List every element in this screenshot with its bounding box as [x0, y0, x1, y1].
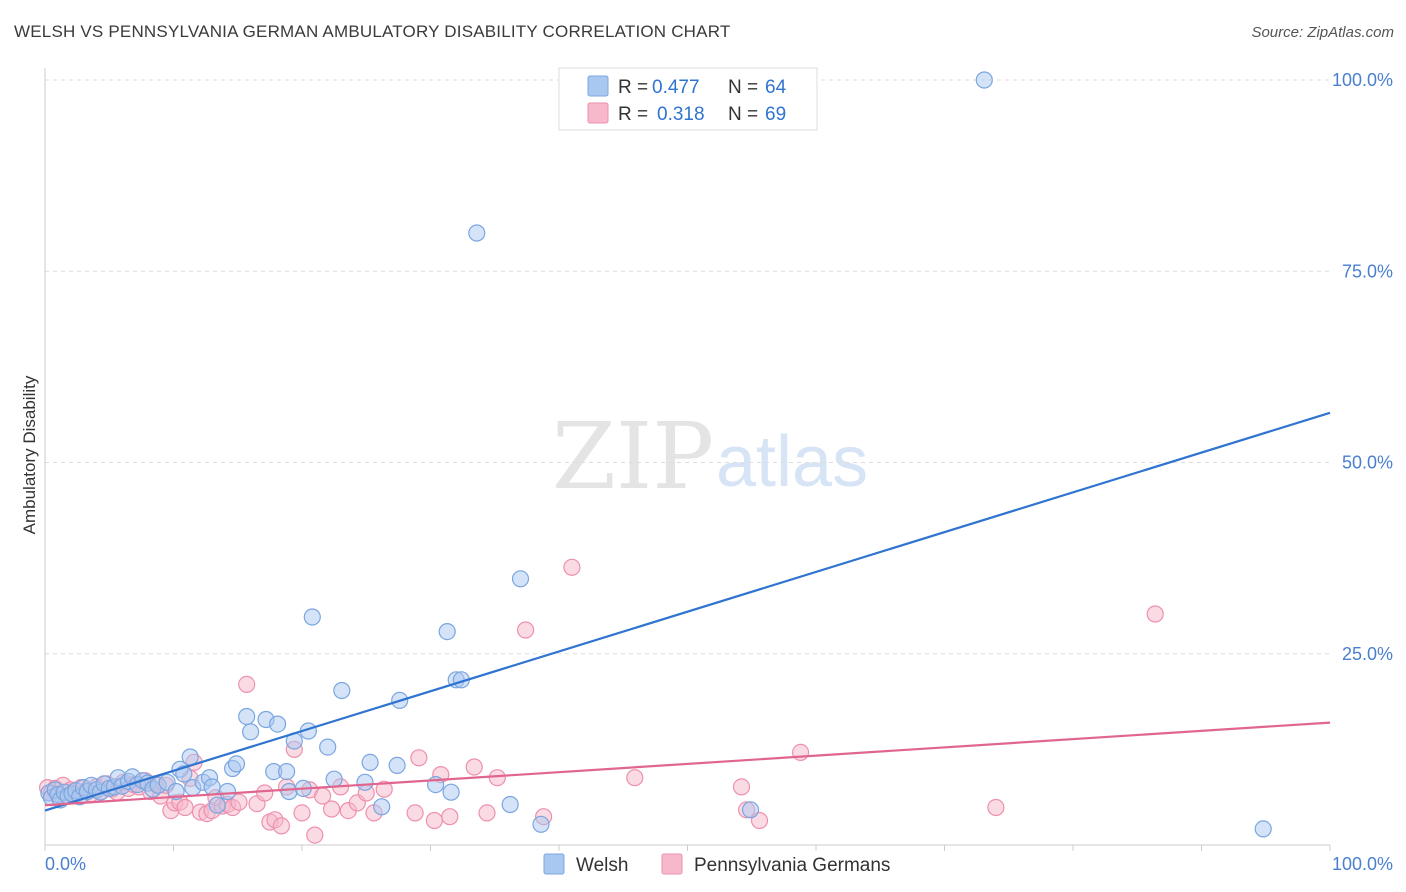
welsh-point-32 — [181, 748, 199, 766]
welsh-point-55 — [356, 773, 374, 791]
pennsylvania-germans-point-68 — [563, 558, 581, 576]
welsh-point-53 — [333, 681, 351, 700]
series-pennsylvania-germans-points — [38, 558, 1164, 844]
x-tick-label-0: 0.0% — [45, 854, 86, 874]
pennsylvania-germans-point-38 — [230, 793, 248, 811]
y-axis-label: Ambulatory Disability — [20, 375, 39, 534]
welsh-trend-line — [44, 411, 1331, 812]
bottom-legend-label-welsh: Welsh — [576, 855, 628, 876]
tick-labels: 25.0% 50.0% 75.0% 100.0% 0.0% 100.0% — [45, 70, 1393, 874]
welsh-point-68 — [741, 801, 760, 819]
welsh-point-44 — [269, 715, 287, 733]
pennsylvania-germans-point-49 — [306, 826, 324, 844]
pennsylvania-germans-point-39 — [238, 675, 256, 694]
pennsylvania-germans-point-70 — [732, 778, 751, 796]
correlation-legend: R = 0.477 N = 64 R = 0.318 N = 69 — [558, 67, 818, 131]
welsh-point-51 — [319, 738, 337, 756]
welsh-point-50 — [303, 608, 321, 626]
chart-title: WELSH VS PENNSYLVANIA GERMAN AMBULATORY … — [14, 22, 731, 41]
welsh-point-40 — [238, 707, 256, 726]
welsh-point-67 — [532, 815, 550, 833]
welsh-point-66 — [511, 570, 530, 588]
legend-r-value-welsh: 0.477 — [652, 77, 700, 98]
welsh-point-61 — [442, 783, 460, 801]
y-tick-label-0: 25.0% — [1342, 644, 1393, 664]
welsh-point-65 — [501, 795, 519, 814]
pennsylvania-germans-point-63 — [465, 758, 483, 776]
watermark: ZIP atlas — [552, 403, 868, 510]
welsh-point-41 — [242, 723, 260, 741]
pennsylvania-germans-point-44 — [272, 817, 290, 835]
y-tick-label-3: 100.0% — [1332, 70, 1393, 90]
pennsylvania-germans-point-58 — [406, 804, 424, 822]
legend-swatch-welsh — [587, 75, 609, 97]
welsh-point-45 — [278, 762, 296, 781]
welsh-point-37 — [218, 782, 237, 801]
pennsylvania-germans-point-66 — [516, 621, 535, 639]
bottom-legend-swatch-welsh — [543, 853, 565, 875]
legend-swatch-pennsylvania-germans — [587, 102, 609, 124]
welsh-point-64 — [468, 224, 486, 242]
welsh-point-35 — [203, 778, 221, 796]
legend-n-value-pg: 69 — [765, 104, 786, 125]
welsh-point-60 — [438, 622, 456, 641]
welsh-point-54 — [361, 753, 379, 772]
pennsylvania-germans-point-75 — [1146, 605, 1164, 623]
series-legend: Welsh Pennsylvania Germans — [543, 853, 890, 876]
pennsylvania-germans-point-47 — [293, 804, 311, 822]
trend-lines — [44, 411, 1331, 812]
welsh-point-52 — [325, 770, 343, 788]
pennsylvania-germans-point-69 — [626, 769, 644, 787]
welsh-point-71 — [1254, 820, 1272, 838]
pennsylvania-germans-point-41 — [256, 784, 274, 802]
chart-source: Source: ZipAtlas.com — [1251, 24, 1394, 41]
pennsylvania-germans-trend-line — [44, 721, 1331, 807]
legend-n-label-pg: N = — [728, 104, 758, 125]
bottom-legend-label-pennsylvania-germans: Pennsylvania Germans — [694, 855, 890, 876]
welsh-point-56 — [373, 798, 391, 816]
x-tick-label-1: 100.0% — [1332, 854, 1393, 874]
legend-n-label-welsh: N = — [728, 77, 758, 98]
pennsylvania-germans-point-57 — [375, 780, 393, 798]
pennsylvania-germans-point-59 — [410, 749, 428, 767]
pennsylvania-germans-point-64 — [478, 804, 496, 822]
pennsylvania-germans-point-65 — [488, 769, 506, 787]
y-tick-label-1: 50.0% — [1342, 453, 1393, 473]
bottom-legend-swatch-pennsylvania-germans — [661, 853, 683, 875]
gridlines — [45, 79, 1330, 655]
pennsylvania-germans-point-74 — [987, 798, 1005, 817]
pennsylvania-germans-point-51 — [323, 800, 341, 818]
welsh-point-70 — [975, 71, 993, 89]
axes — [44, 68, 1331, 851]
welsh-point-46 — [280, 782, 298, 801]
legend-r-value-pg: 0.318 — [657, 104, 705, 125]
welsh-point-57 — [388, 756, 406, 775]
welsh-point-36 — [208, 796, 226, 814]
welsh-point-39 — [227, 755, 246, 773]
pennsylvania-germans-point-60 — [425, 811, 443, 830]
watermark-zip: ZIP — [552, 403, 714, 510]
pennsylvania-germans-point-62 — [441, 808, 459, 826]
legend-n-value-welsh: 64 — [765, 77, 787, 98]
y-tick-label-2: 75.0% — [1342, 261, 1393, 281]
pennsylvania-germans-point-28 — [176, 798, 194, 817]
legend-r-label-welsh: R = — [618, 77, 648, 98]
legend-r-label-pg: R = — [618, 104, 648, 125]
